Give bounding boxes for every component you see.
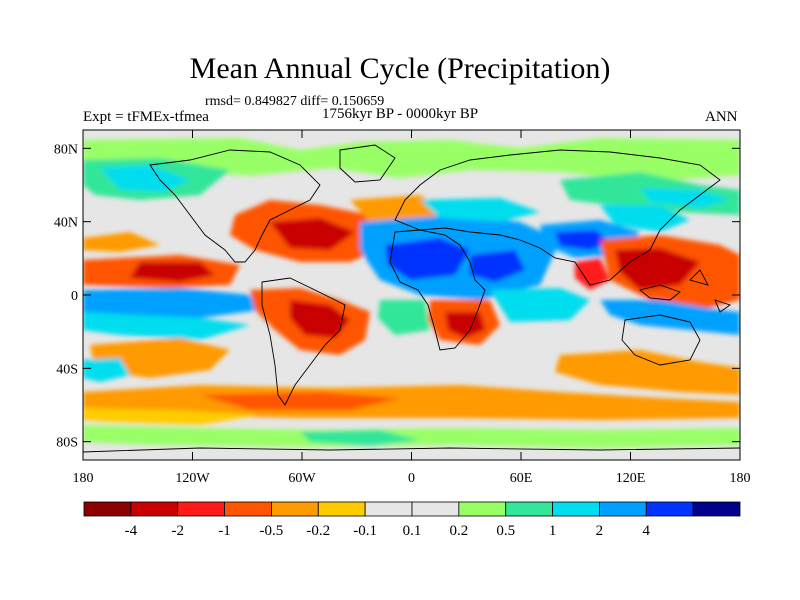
colorbar-swatch xyxy=(83,501,132,517)
anomaly-region xyxy=(300,430,420,446)
experiment-label: Expt = tFMEx-tfmea xyxy=(83,109,209,125)
lat-tick-label: 40S xyxy=(56,362,78,377)
lon-tick-label: 60E xyxy=(510,471,533,486)
colorbar-label: 0.5 xyxy=(496,523,515,539)
anomaly-region xyxy=(83,232,160,252)
season-label: ANN xyxy=(705,109,738,125)
anomaly-region xyxy=(555,230,610,250)
lat-tick-label: 80S xyxy=(56,436,78,451)
anomaly-region xyxy=(83,358,130,382)
anomaly-region xyxy=(378,300,430,335)
colorbar-swatch xyxy=(505,501,553,517)
axis-ticks: 80N 40N 0 40S 80S 180 120W 60W 0 60E 120E 180 xyxy=(54,130,751,486)
colorbar-swatch xyxy=(458,501,507,517)
coastline-antarctica xyxy=(83,447,740,453)
lon-tick-label: 180 xyxy=(73,471,94,486)
anomaly-region xyxy=(640,188,730,208)
coastline-north-america xyxy=(149,149,321,263)
colorbar-label: 0.1 xyxy=(403,523,422,539)
colorbar-label: 1 xyxy=(549,523,557,539)
colorbar-label: -4 xyxy=(125,523,138,539)
anomaly-region xyxy=(83,312,250,340)
colorbar-label: -0.2 xyxy=(306,523,330,539)
coastlines xyxy=(83,144,740,453)
coastline-greenland xyxy=(339,144,396,183)
colorbar-label: -2 xyxy=(171,523,184,539)
anomaly-region xyxy=(130,262,215,282)
period-subtitle: 1756kyr BP - 0000kyr BP xyxy=(322,106,479,122)
anomaly-region xyxy=(83,408,260,425)
colorbar-swatch xyxy=(599,501,647,517)
lon-tick-label: 120W xyxy=(175,471,210,486)
coastline-australia xyxy=(621,314,701,366)
lat-tick-label: 40N xyxy=(54,216,78,231)
colorbar-swatch xyxy=(692,501,741,517)
lon-tick-label: 120E xyxy=(616,471,646,486)
chart-title: Mean Annual Cycle (Precipitation) xyxy=(189,52,611,85)
colorbar-label: -1 xyxy=(218,523,231,539)
lon-tick-label: 0 xyxy=(408,471,415,486)
anomaly-region xyxy=(490,288,590,322)
anomaly-region xyxy=(600,205,690,232)
lat-tick-label: 80N xyxy=(54,142,78,157)
coastline-south-america xyxy=(261,277,346,406)
anomaly-region xyxy=(83,288,260,318)
colorbar-swatch xyxy=(271,501,319,517)
anomaly-region xyxy=(83,425,740,448)
colorbar-label: -0.1 xyxy=(353,523,377,539)
colorbar-label: 2 xyxy=(596,523,604,539)
colorbar-swatch xyxy=(130,501,179,517)
anomaly-region xyxy=(83,385,740,420)
coastline-islands xyxy=(639,269,731,313)
anomaly-region xyxy=(470,250,525,282)
colorbar-swatch xyxy=(411,501,460,517)
colorbar-swatch xyxy=(317,501,366,517)
colorbar-label: -0.5 xyxy=(260,523,284,539)
lon-tick-label: 180 xyxy=(730,471,751,486)
stats-line: rmsd= 0.849827 diff= 0.150659 xyxy=(205,94,385,109)
anomaly-region xyxy=(290,300,350,338)
coastline-eurasia xyxy=(394,149,721,286)
colorbar-label: 4 xyxy=(643,523,651,539)
anomaly-region xyxy=(555,350,740,395)
anomaly-region xyxy=(83,138,740,182)
colorbar: -4 -2 -1 -0.5 -0.2 -0.1 0.1 0.2 0.5 1 2 4 xyxy=(83,501,741,539)
anomaly-region xyxy=(200,392,400,410)
anomaly-region xyxy=(270,218,355,250)
map-panel: 80N 40N 0 40S 80S 180 120W 60W 0 60E 120E 180 xyxy=(54,129,751,486)
anomaly-region xyxy=(420,198,540,222)
anomaly-field xyxy=(83,138,740,448)
lat-tick-label: 0 xyxy=(71,289,78,304)
colorbar-swatch xyxy=(645,501,694,517)
anomaly-region xyxy=(100,165,190,192)
coastline-africa xyxy=(389,229,486,351)
colorbar-label: 0.2 xyxy=(449,523,468,539)
colorbar-swatch xyxy=(552,501,600,517)
colorbar-swatch xyxy=(224,501,272,517)
colorbar-swatch xyxy=(177,501,225,517)
colorbar-swatch xyxy=(364,501,413,517)
lon-tick-label: 60W xyxy=(288,471,316,486)
anomaly-region xyxy=(385,238,470,280)
